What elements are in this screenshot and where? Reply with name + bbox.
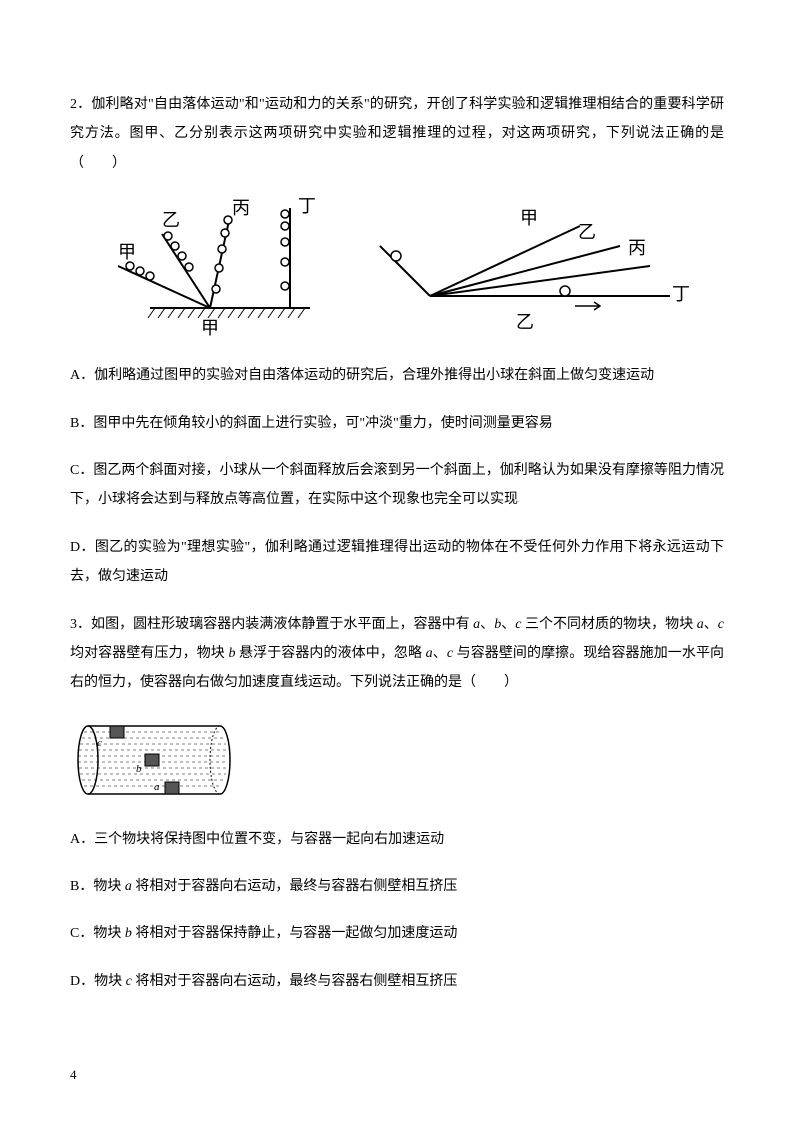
q3-stem-p1: 3．如图，圆柱形玻璃容器内装满液体静置于水平面上，容器中有 [70,617,473,632]
q3c-post: 将相对于容器保持静止，与容器一起做匀加速度运动 [132,926,458,941]
q3-stem-p3: 三个不同材质的物块，物块 [521,617,696,632]
q3b-post: 将相对于容器向右运动，最终与容器右侧壁相互挤压 [132,879,458,894]
fig1-caption-left: 甲 [201,318,219,336]
fig1-label-bing: 丙 [232,198,250,218]
q2-figure-left: 甲 乙 丙 丁 甲 [100,196,340,336]
q2-option-a: A．伽利略通过图甲的实验对自由落体运动的研究后，合理外推得出小球在斜面上做匀变速… [70,361,724,390]
q3-c2: c [718,617,724,632]
sep1: 、 [480,617,494,632]
fig2-label-c: c [97,737,102,749]
q3c-var: b [125,926,132,941]
q2-stem: 2．伽利略对"自由落体运动"和"运动和力的关系"的研究，开创了科学实验和逻辑推理… [70,90,724,178]
fig1r-label-ding: 丁 [672,284,690,304]
sep4: 、 [433,646,447,661]
q3-a2: a [697,617,704,632]
q3-option-b: B．物块 a 将相对于容器向右运动，最终与容器右侧壁相互挤压 [70,872,724,901]
q3-option-c: C．物块 b 将相对于容器保持静止，与容器一起做匀加速度运动 [70,919,724,948]
fig1-label-jia: 甲 [118,242,136,262]
q3b-var: a [125,879,132,894]
q3b-pre: B．物块 [70,879,125,894]
fig1r-label-bing: 丙 [628,238,646,258]
q2-option-d: D．图乙的实验为"理想实验"，伽利略通过逻辑推理得出运动的物体在不受任何外力作用… [70,533,724,592]
q3-a3: a [426,646,433,661]
q2-option-c: C．图乙两个斜面对接，小球从一个斜面释放后会滚到另一个斜面上，伽利略认为如果没有… [70,456,724,515]
fig1-caption-right: 乙 [516,312,534,332]
fig2-label-b: b [136,763,142,775]
page-number: 4 [70,1067,77,1083]
q2-figure-right: 甲 乙 丙 丁 乙 [370,196,690,336]
q2-figure-row: 甲 乙 丙 丁 甲 甲 乙 丙 丁 乙 [100,196,724,336]
fig1-label-yi: 乙 [162,210,180,230]
q3-stem: 3．如图，圆柱形玻璃容器内装满液体静置于水平面上，容器中有 a、b、c 三个不同… [70,610,724,698]
sep2: 、 [501,617,515,632]
q3-figure: c b a [70,716,724,809]
q3d-pre: D．物块 [70,974,126,989]
q3-stem-p5: 悬浮于容器内的液体中，忽略 [235,646,425,661]
q3d-post: 将相对于容器向右运动，最终与容器右侧壁相互挤压 [132,974,458,989]
fig1-label-ding: 丁 [298,196,316,216]
q3-option-d: D．物块 c 将相对于容器向右运动，最终与容器右侧壁相互挤压 [70,967,724,996]
sep3: 、 [704,617,718,632]
q2-option-b: B．图甲中先在倾角较小的斜面上进行实验，可"冲淡"重力，使时间测量更容易 [70,409,724,438]
q3c-pre: C．物块 [70,926,125,941]
fig1r-label-yi: 乙 [578,222,596,242]
fig2-label-a: a [154,781,160,793]
q3-stem-p4: 均对容器壁有压力，物块 [70,646,228,661]
fig1r-label-jia: 甲 [520,208,538,228]
q3-option-a: A．三个物块将保持图中位置不变，与容器一起向右加速运动 [70,825,724,854]
